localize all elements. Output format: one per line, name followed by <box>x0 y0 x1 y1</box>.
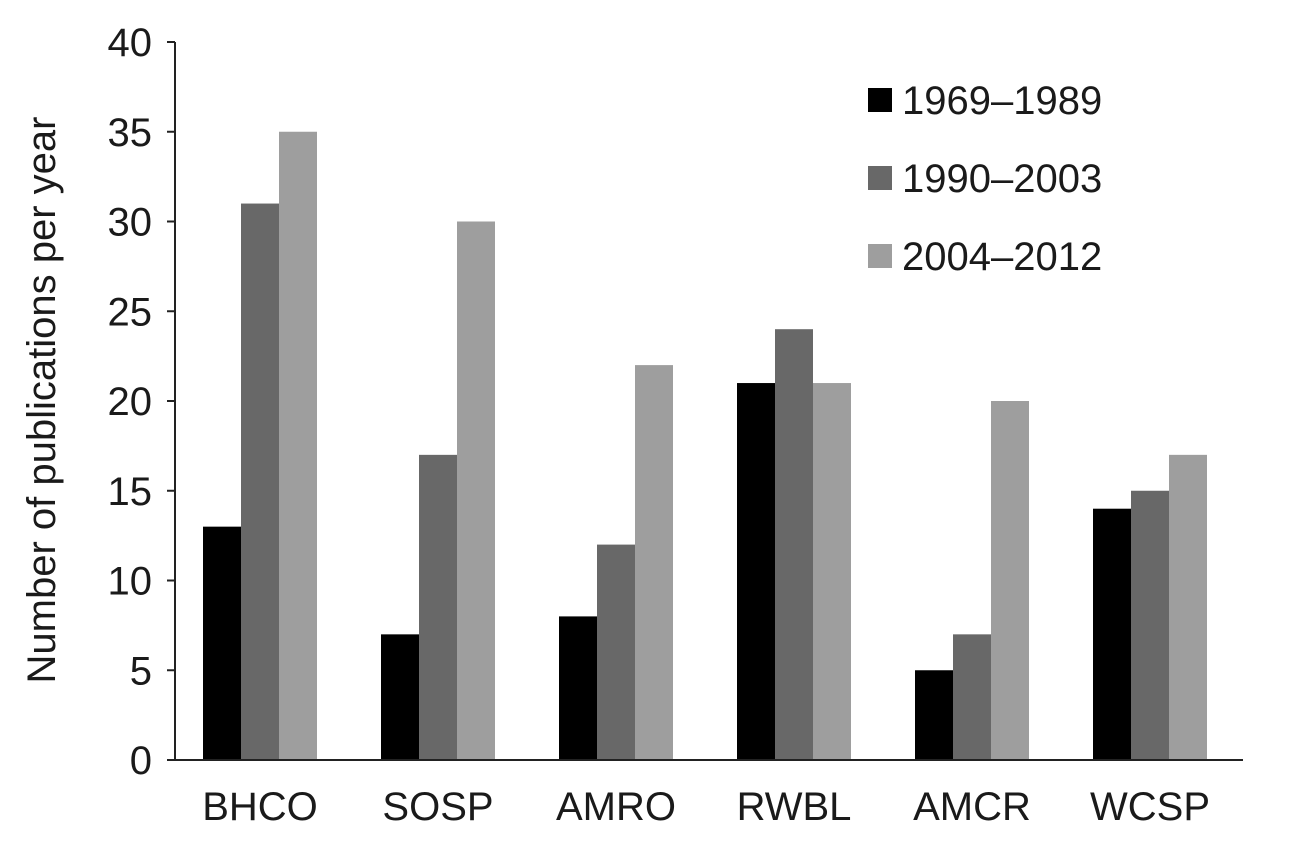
y-tick-label: 15 <box>108 470 153 514</box>
bar-bhco-series-3 <box>279 131 317 760</box>
bar-amcr-series-2 <box>953 634 991 760</box>
y-axis-title: Number of publications per year <box>20 117 64 684</box>
legend-swatch-2 <box>868 166 892 190</box>
y-tick-label: 10 <box>108 560 153 604</box>
legend-label-3: 2004–2012 <box>902 235 1102 279</box>
legend-label-2: 1990–2003 <box>902 157 1102 201</box>
bars-layer <box>203 131 1207 761</box>
y-tick-label: 25 <box>108 290 153 334</box>
legend-swatch-1 <box>868 88 892 112</box>
bar-sosp-series-3 <box>457 221 495 760</box>
x-tick-label-bhco: BHCO <box>202 785 318 829</box>
x-tick-label-amcr: AMCR <box>913 785 1031 829</box>
y-tick-labels: 0 5 10 15 20 25 30 35 40 <box>108 21 153 783</box>
legend-label-1: 1969–1989 <box>902 79 1102 123</box>
bar-amcr-series-1 <box>915 670 953 760</box>
bar-wcsp-series-3 <box>1169 454 1207 760</box>
legend-swatch-3 <box>868 244 892 268</box>
y-tick-label: 20 <box>108 380 153 424</box>
bar-rwbl-series-2 <box>775 329 813 760</box>
bar-wcsp-series-1 <box>1093 508 1131 760</box>
y-tick-label: 35 <box>108 111 153 155</box>
x-tick-label-amro: AMRO <box>556 785 676 829</box>
axes-layer <box>167 41 1243 761</box>
legend: 1969–1989 1990–2003 2004–2012 <box>868 79 1102 279</box>
bar-bhco-series-2 <box>241 203 279 761</box>
y-tick-label: 30 <box>108 201 153 245</box>
bar-amro-series-2 <box>597 544 635 760</box>
bar-amro-series-1 <box>559 616 597 760</box>
y-tick-label: 5 <box>130 649 152 693</box>
x-tick-label-wcsp: WCSP <box>1090 785 1210 829</box>
x-tick-label-sosp: SOSP <box>382 785 493 829</box>
bar-sosp-series-2 <box>419 454 457 760</box>
bar-bhco-series-1 <box>203 526 241 760</box>
bar-rwbl-series-3 <box>813 383 851 760</box>
x-tick-labels: BHCO SOSP AMRO RWBL AMCR WCSP <box>202 785 1210 829</box>
bar-wcsp-series-2 <box>1131 490 1169 760</box>
x-tick-label-rwbl: RWBL <box>737 785 852 829</box>
bar-rwbl-series-1 <box>737 383 775 760</box>
bar-amro-series-3 <box>635 365 673 760</box>
bar-amcr-series-3 <box>991 401 1029 760</box>
y-tick-label: 0 <box>130 739 152 783</box>
bar-sosp-series-1 <box>381 634 419 760</box>
y-tick-label: 40 <box>108 21 153 65</box>
